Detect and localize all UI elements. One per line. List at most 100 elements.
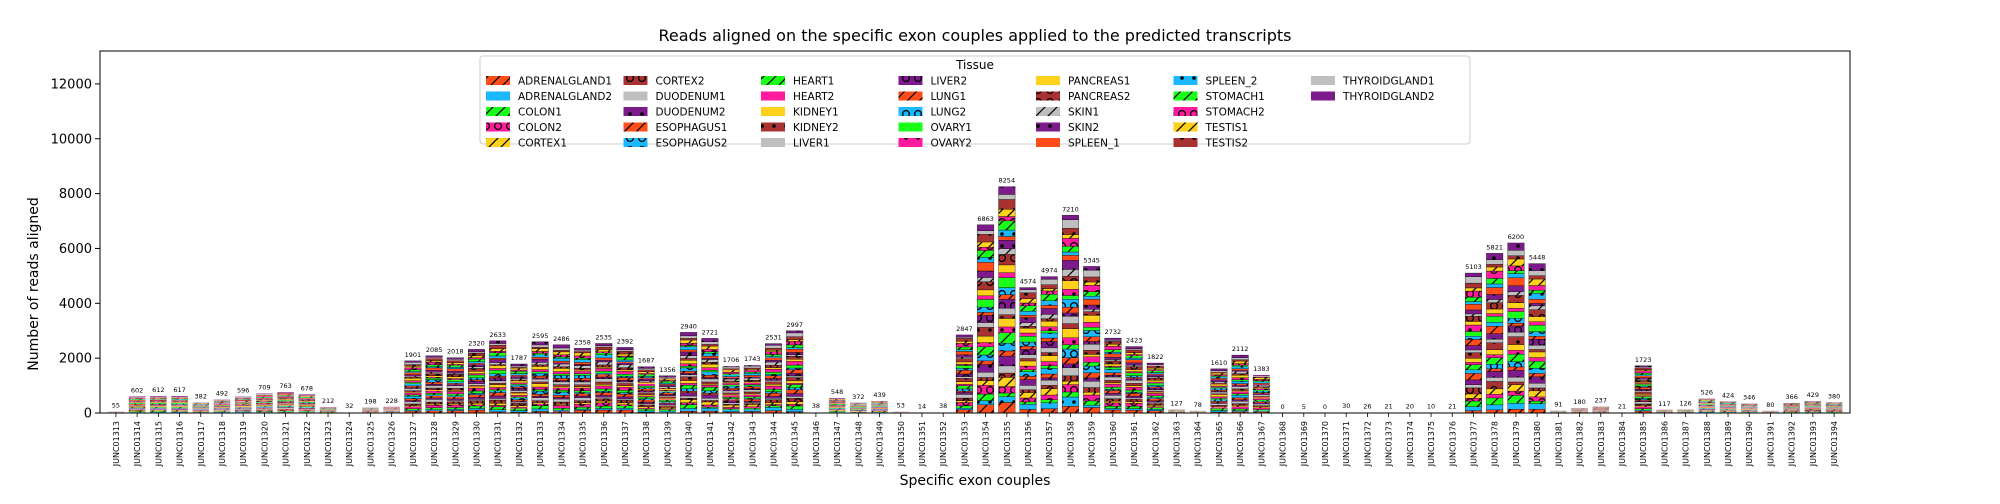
legend-label: PANCREAS1 xyxy=(1068,76,1131,88)
bar-segment xyxy=(956,374,973,377)
bar-segment xyxy=(511,400,528,401)
bar-segment xyxy=(1083,366,1100,373)
bar-segment xyxy=(702,377,719,378)
x-tick-label: JUNC01354 xyxy=(982,421,991,467)
bar-segment xyxy=(489,393,506,396)
bar-segment xyxy=(1041,327,1058,331)
bar-segment xyxy=(977,378,994,381)
bar-segment xyxy=(1465,321,1482,325)
bar-segment xyxy=(426,402,443,404)
bar-segment xyxy=(1083,344,1100,350)
legend-item-cortex1: CORTEX1 xyxy=(486,138,567,150)
bar-segment xyxy=(786,383,803,384)
bar-segment xyxy=(765,362,782,365)
bar-segment xyxy=(1529,339,1546,345)
bar-stack-junc01383 xyxy=(1592,407,1609,414)
bar-segment xyxy=(638,405,655,407)
bar-segment xyxy=(617,371,634,374)
bar-segment xyxy=(1635,394,1652,395)
bar-total-label: 91 xyxy=(1554,401,1562,409)
bar-segment xyxy=(1062,215,1079,219)
bar-segment xyxy=(1105,338,1122,340)
bar-segment xyxy=(1126,358,1143,360)
bar-segment xyxy=(1486,358,1503,364)
bar-segment xyxy=(1083,327,1100,330)
bar-segment xyxy=(574,388,591,391)
x-tick-label: JUNC01358 xyxy=(1066,421,1075,467)
bar-stack-junc01392 xyxy=(1783,403,1800,413)
bar-segment xyxy=(956,402,973,405)
bar-segment xyxy=(468,374,485,375)
bar-segment xyxy=(447,394,464,396)
x-tick-label: JUNC01374 xyxy=(1406,421,1415,467)
bar-segment xyxy=(723,379,740,381)
bar-segment xyxy=(256,394,273,395)
bar-segment xyxy=(1486,326,1503,333)
bar-segment xyxy=(1635,376,1652,378)
bar-segment xyxy=(511,402,528,403)
bar-segment xyxy=(999,393,1016,397)
bar-segment xyxy=(1635,386,1652,387)
bar-stack-junc01317 xyxy=(192,403,209,413)
bar-segment xyxy=(617,400,634,403)
bar-segment xyxy=(553,402,570,404)
x-tick-label: JUNC01360 xyxy=(1109,421,1118,467)
bar-segment xyxy=(977,282,994,290)
bar-total-label: 127 xyxy=(1170,400,1182,408)
bar-stack-junc01341 xyxy=(702,338,719,413)
bar-segment xyxy=(999,295,1016,299)
bar-segment xyxy=(171,406,188,407)
bar-segment xyxy=(1147,377,1164,378)
bar-segment xyxy=(532,362,549,364)
bar-segment xyxy=(871,407,888,408)
bar-segment xyxy=(659,381,676,383)
bar-segment xyxy=(1529,349,1546,351)
bar-segment xyxy=(1211,373,1228,375)
bar-segment xyxy=(1126,356,1143,358)
bar-stack-junc01380 xyxy=(1529,264,1546,413)
bar-segment xyxy=(405,368,422,370)
bar-total-label: 678 xyxy=(301,384,313,392)
bar-stack-junc01355 xyxy=(999,187,1016,413)
bar-segment xyxy=(468,375,485,378)
bar-segment xyxy=(999,299,1016,308)
x-tick-label: JUNC01350 xyxy=(897,421,906,467)
bar-segment xyxy=(1635,378,1652,379)
legend-swatch xyxy=(761,123,785,132)
bar-segment xyxy=(405,393,422,395)
bar-segment xyxy=(405,375,422,376)
x-tick-label: JUNC01359 xyxy=(1088,421,1097,467)
bar-segment xyxy=(299,403,316,404)
bar-segment xyxy=(659,406,676,408)
bar-segment xyxy=(999,387,1016,393)
bar-segment xyxy=(765,389,782,391)
x-tick-label: JUNC01342 xyxy=(727,421,736,467)
bar-segment xyxy=(596,343,613,345)
bar-segment xyxy=(468,381,485,384)
bar-segment xyxy=(447,397,464,399)
bar-segment xyxy=(489,376,506,378)
bar-segment xyxy=(1529,345,1546,349)
bar-segment xyxy=(171,403,188,404)
bar-stack-junc01382 xyxy=(1571,408,1588,413)
bar-segment xyxy=(1232,381,1249,384)
bar-segment xyxy=(489,345,506,348)
bar-segment xyxy=(999,351,1016,356)
bar-segment xyxy=(553,381,570,382)
bar-segment xyxy=(1041,314,1058,318)
bar-segment xyxy=(596,406,613,408)
bar-segment xyxy=(1529,336,1546,339)
bar-segment xyxy=(659,397,676,399)
bar-segment xyxy=(1465,291,1482,297)
bar-segment xyxy=(150,402,167,403)
bar-segment xyxy=(786,345,803,348)
bar-segment xyxy=(1147,393,1164,395)
x-tick-label: JUNC01378 xyxy=(1491,421,1500,467)
bar-segment xyxy=(299,398,316,399)
bar-segment xyxy=(596,377,613,379)
bar-total-label: 55 xyxy=(112,401,120,409)
x-tick-label: JUNC01347 xyxy=(833,421,842,467)
legend-title: Tissue xyxy=(955,58,994,72)
bar-segment xyxy=(447,401,464,403)
bar-segment xyxy=(447,390,464,391)
